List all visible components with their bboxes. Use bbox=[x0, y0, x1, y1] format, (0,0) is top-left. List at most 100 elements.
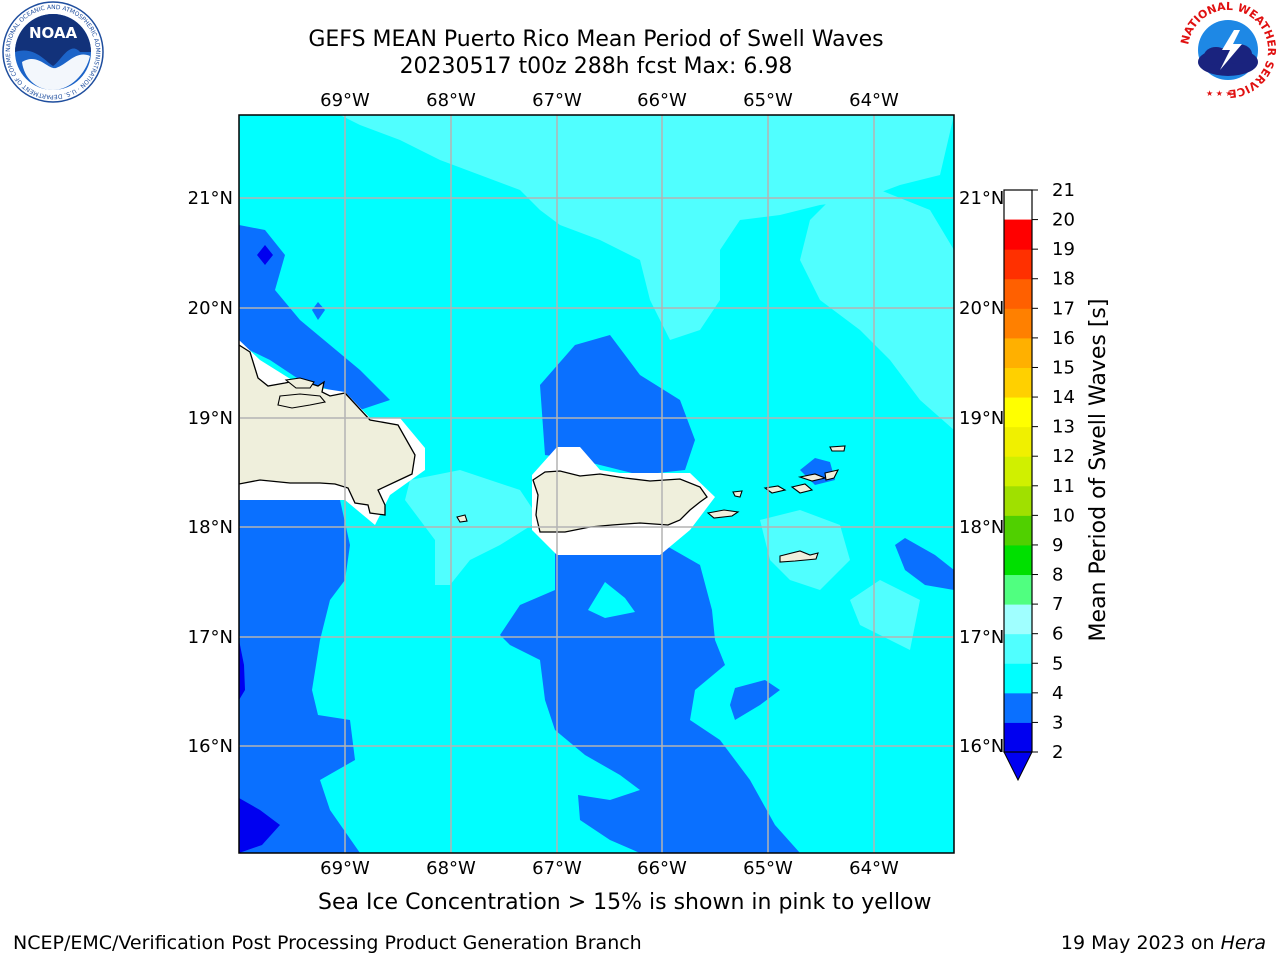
land-mona bbox=[456, 514, 468, 523]
colorbar-frame bbox=[1003, 189, 1033, 753]
colorbar-segment bbox=[1004, 485, 1032, 516]
contour-below-2-sw bbox=[239, 798, 280, 853]
land-culebra bbox=[732, 490, 743, 498]
nws-logo: NATIONAL WEATHER SERVICE ★ ★ ★ bbox=[1178, 0, 1278, 100]
colorbar-tick-label: 16 bbox=[1052, 328, 1075, 349]
contour-2-4-west bbox=[239, 225, 390, 410]
contour-6-8-sw bbox=[850, 580, 920, 650]
colorbar-segment bbox=[1004, 604, 1032, 635]
land-anegada bbox=[829, 445, 846, 452]
footer-date-text: 19 May 2023 on bbox=[1060, 932, 1221, 954]
colorbar-segment bbox=[1004, 337, 1032, 368]
land-tortola bbox=[797, 473, 827, 482]
colorbar-segment bbox=[1004, 692, 1032, 723]
title-line-1: GEFS MEAN Puerto Rico Mean Period of Swe… bbox=[308, 27, 884, 52]
colorbar-tick-label: 12 bbox=[1052, 446, 1075, 467]
lon-label-bottom: 65°W bbox=[743, 858, 793, 879]
colorbar-segment bbox=[1004, 397, 1032, 428]
map-frame bbox=[238, 114, 955, 854]
colorbar-segment bbox=[1004, 574, 1032, 605]
colorbar-tick-label: 6 bbox=[1052, 624, 1063, 645]
svg-text:★ ★ ★: ★ ★ ★ bbox=[1206, 89, 1233, 98]
contour-4-6-pocket bbox=[588, 582, 635, 618]
land-puerto-rico bbox=[532, 470, 708, 533]
lat-label-right: 16°N bbox=[959, 736, 1004, 757]
lat-label-right: 20°N bbox=[959, 298, 1004, 319]
contour-2-4-south-pr bbox=[500, 545, 800, 853]
colorbar-segment bbox=[1004, 219, 1032, 250]
lat-label-left: 18°N bbox=[188, 517, 233, 538]
colorbar-tick-label: 15 bbox=[1052, 357, 1075, 378]
colorbar-tick-label: 13 bbox=[1052, 417, 1075, 438]
lon-labels-bottom: 69°W 68°W 67°W 66°W 65°W 64°W bbox=[320, 858, 899, 879]
colorbar-tick-label: 7 bbox=[1052, 594, 1063, 615]
lon-label-top: 69°W bbox=[320, 90, 370, 111]
colorbar-tick-label: 21 bbox=[1052, 180, 1075, 201]
colorbar-tick-label: 2 bbox=[1052, 742, 1063, 763]
colorbar-segment bbox=[1004, 515, 1032, 546]
sea-ice-note: Sea Ice Concentration > 15% is shown in … bbox=[318, 890, 932, 915]
colorbar-tick-label: 20 bbox=[1052, 210, 1075, 231]
lon-label-top: 66°W bbox=[637, 90, 687, 111]
lat-label-right: 19°N bbox=[959, 408, 1004, 429]
footer-branch: NCEP/EMC/Verification Post Processing Pr… bbox=[13, 932, 642, 954]
colorbar-tick-label: 9 bbox=[1052, 535, 1063, 556]
colorbar-segment bbox=[1004, 722, 1032, 753]
lon-label-bottom: 69°W bbox=[320, 858, 370, 879]
lat-label-left: 17°N bbox=[188, 627, 233, 648]
lon-labels-top: 69°W 68°W 67°W 66°W 65°W 64°W bbox=[320, 90, 899, 111]
colorbar-segment bbox=[1004, 544, 1032, 576]
lat-label-right: 21°N bbox=[959, 188, 1004, 209]
contour-6-8-se bbox=[760, 510, 850, 590]
colorbar-segment bbox=[1004, 456, 1032, 487]
colorbar-segment bbox=[1004, 278, 1032, 309]
colorbar-label: Mean Period of Swell Waves [s] bbox=[1086, 299, 1111, 642]
lon-label-top: 67°W bbox=[532, 90, 582, 111]
title-line-2: 20230517 t00z 288h fcst Max: 6.98 bbox=[399, 54, 793, 79]
colorbar-tick-label: 8 bbox=[1052, 565, 1063, 586]
map-gridlines bbox=[239, 115, 954, 853]
contour-2-4-north-pr bbox=[540, 335, 695, 475]
footer-date: 19 May 2023 on Hera bbox=[1061, 932, 1266, 954]
colorbar-segment bbox=[1004, 249, 1032, 280]
land-st-croix bbox=[779, 550, 819, 563]
contour-below-2-nw bbox=[257, 245, 273, 265]
contour-6-8-north bbox=[340, 115, 954, 340]
lat-label-right: 17°N bbox=[959, 627, 1004, 648]
colorbar-tick-label: 3 bbox=[1052, 712, 1063, 733]
lon-label-top: 68°W bbox=[426, 90, 476, 111]
lat-labels-right: 21°N 20°N 19°N 18°N 17°N 16°N bbox=[959, 188, 1004, 757]
contour-6-8-east bbox=[800, 190, 954, 430]
colorbar-segment bbox=[1004, 367, 1032, 398]
lat-label-left: 21°N bbox=[188, 188, 233, 209]
noaa-logo-text: NOAA bbox=[29, 24, 78, 42]
colorbar: 21 20 19 18 17 16 15 14 13 12 11 10 9 8 7 6 5 4 3 2 bbox=[1003, 180, 1075, 782]
lon-label-bottom: 64°W bbox=[849, 858, 899, 879]
colorbar-tick-label: 4 bbox=[1052, 683, 1063, 704]
colorbar-tick-label: 11 bbox=[1052, 476, 1075, 497]
colorbar-tick-label: 5 bbox=[1052, 653, 1063, 674]
footer-machine: Hera bbox=[1220, 932, 1266, 954]
land-vieques bbox=[706, 509, 740, 519]
contour-below-2-w bbox=[239, 640, 245, 700]
noaa-logo: NATIONAL OCEANIC AND ATMOSPHERIC ADMINIS… bbox=[0, 0, 104, 103]
colorbar-extend-arrow bbox=[1003, 751, 1033, 782]
colorbar-segment bbox=[1004, 426, 1032, 457]
lon-label-top: 64°W bbox=[849, 90, 899, 111]
lat-label-left: 20°N bbox=[188, 298, 233, 319]
land-st-thomas bbox=[763, 485, 787, 494]
lat-label-left: 19°N bbox=[188, 408, 233, 429]
colorbar-segment bbox=[1004, 308, 1032, 339]
lat-label-left: 16°N bbox=[188, 736, 233, 757]
lon-label-top: 65°W bbox=[743, 90, 793, 111]
lat-label-right: 18°N bbox=[959, 517, 1004, 538]
land-virgin-gorda bbox=[824, 469, 840, 481]
colorbar-tick-label: 17 bbox=[1052, 298, 1075, 319]
lon-label-bottom: 68°W bbox=[426, 858, 476, 879]
colorbar-tick-label: 18 bbox=[1052, 269, 1075, 290]
contour-2-4-sw bbox=[239, 500, 360, 853]
land-tortuga bbox=[277, 393, 327, 409]
colorbar-tick-label: 10 bbox=[1052, 505, 1075, 526]
colorbar-tick-label: 19 bbox=[1052, 239, 1075, 260]
land-st-john bbox=[790, 483, 814, 494]
